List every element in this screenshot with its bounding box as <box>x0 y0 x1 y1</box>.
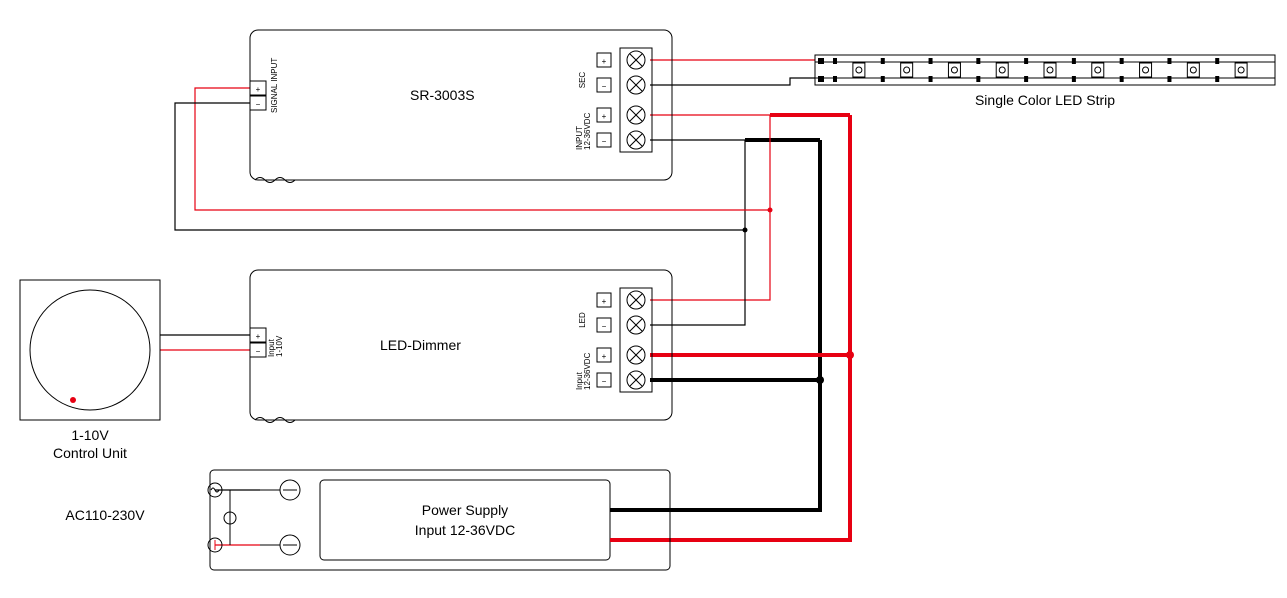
amp-signal-terminals: + − SIGNAL INPUT <box>250 58 279 113</box>
screw-icon <box>627 131 645 149</box>
wire-signal-plus <box>195 88 770 210</box>
ac-label: AC110-230V <box>65 507 145 523</box>
svg-text:+: + <box>256 332 261 341</box>
strip-pad <box>1167 58 1171 64</box>
amplifier-title: SR-3003S <box>410 87 475 103</box>
ac-input-wires <box>208 483 260 552</box>
svg-text:−: − <box>256 347 261 356</box>
svg-text:1-10V: 1-10V <box>275 335 284 357</box>
wire-dimmer-led-minus-to-amp-in-minus <box>650 140 745 325</box>
amp-input-label-l2: 12-36VDC <box>583 112 592 150</box>
control-to-dimmer-wires <box>160 335 250 350</box>
control-unit-label-line1: 1-10V <box>71 427 109 443</box>
knob <box>30 290 150 410</box>
screw-icon <box>280 480 300 500</box>
strip-pad <box>1167 76 1171 82</box>
control-unit: 1-10V Control Unit <box>20 280 160 461</box>
amp-to-strip-wires <box>650 60 815 85</box>
svg-text:12-36VDC: 12-36VDC <box>583 352 592 390</box>
strip-pad <box>976 58 980 64</box>
led-chip <box>1140 63 1152 77</box>
amp-signal-label: SIGNAL INPUT <box>270 58 279 113</box>
svg-text:−: − <box>602 377 607 386</box>
strip-pad <box>1120 58 1124 64</box>
wire-signal-minus <box>175 103 745 230</box>
dimmer-right-terminals: + − + − LED Input 12-36VDC <box>575 288 652 392</box>
screw-icon <box>627 76 645 94</box>
screw-icon <box>627 316 645 334</box>
screw-icon <box>280 535 300 555</box>
led-chip <box>901 63 913 77</box>
svg-text:−: − <box>602 322 607 331</box>
led-chip <box>948 63 960 77</box>
dimmer-input-terminals: + − Input 1-10V <box>250 328 284 357</box>
strip-pad <box>1024 76 1028 82</box>
node <box>816 376 824 384</box>
screw-icon <box>627 291 645 309</box>
strip-pad <box>976 76 980 82</box>
node <box>846 351 854 359</box>
dimmer-to-amplifier-wires <box>175 88 773 325</box>
strip-pad <box>929 76 933 82</box>
svg-text:−: − <box>602 82 607 91</box>
strip-pad <box>833 58 837 64</box>
dimmer-led-label: LED <box>578 312 587 328</box>
strip-pad <box>1120 76 1124 82</box>
svg-text:+: + <box>256 85 261 94</box>
led-strip: Single Color LED Strip <box>815 55 1275 108</box>
amp-sec-label: SEC <box>578 72 587 89</box>
svg-text:+: + <box>602 112 607 121</box>
wiring-diagram: 1-10V Control Unit AC110-230V SR-3003S +… <box>0 0 1287 598</box>
led-strip-label: Single Color LED Strip <box>975 92 1115 108</box>
control-unit-label-line2: Control Unit <box>53 445 127 461</box>
svg-text:−: − <box>602 137 607 146</box>
led-chip <box>853 63 865 77</box>
led-chip <box>1044 63 1056 77</box>
svg-text:−: − <box>256 100 261 109</box>
strip-pad <box>1215 58 1219 64</box>
dimmer-module: LED-Dimmer + − Input 1-10V + − + − LED I… <box>250 270 672 423</box>
node <box>743 228 748 233</box>
amp-right-terminals: + − + − SEC INPUT 12-36VDC <box>575 48 652 152</box>
node <box>768 208 773 213</box>
screw-icon <box>627 346 645 364</box>
led-chip <box>1092 63 1104 77</box>
led-chip <box>1187 63 1199 77</box>
psu-title-line2: Input 12-36VDC <box>415 522 515 538</box>
strip-pad <box>1024 58 1028 64</box>
dimmer-title: LED-Dimmer <box>380 337 461 353</box>
psu-title-line1: Power Supply <box>422 502 508 518</box>
screw-icon <box>627 106 645 124</box>
screw-icon <box>627 51 645 69</box>
knob-indicator <box>70 397 76 403</box>
strip-pad <box>1072 58 1076 64</box>
strip-pad <box>833 76 837 82</box>
wire-dimmer-led-plus-to-amp-in-plus <box>650 115 770 300</box>
amplifier-module: SR-3003S + − SIGNAL INPUT + − + − SEC IN… <box>250 30 672 183</box>
wire-sec-minus <box>650 78 815 85</box>
power-supply: Power Supply Input 12-36VDC <box>210 470 670 570</box>
led-chip <box>996 63 1008 77</box>
strip-pad <box>881 76 885 82</box>
screw-icon <box>627 371 645 389</box>
strip-pad <box>929 58 933 64</box>
svg-text:+: + <box>602 57 607 66</box>
strip-pad <box>1072 76 1076 82</box>
svg-text:+: + <box>602 352 607 361</box>
led-chip <box>1235 63 1247 77</box>
strip-pad-minus <box>818 76 824 82</box>
strip-pad <box>1215 76 1219 82</box>
strip-pad <box>881 58 885 64</box>
svg-text:+: + <box>602 297 607 306</box>
strip-pad-plus <box>818 58 824 64</box>
